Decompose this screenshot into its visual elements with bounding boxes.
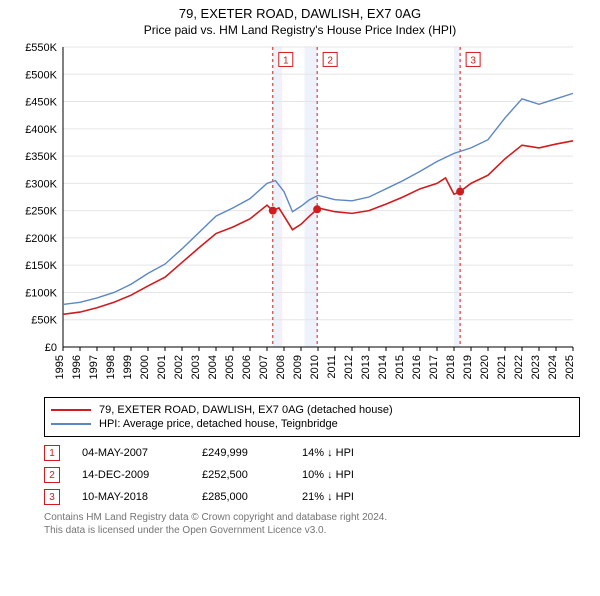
event-date: 04-MAY-2007 xyxy=(82,447,202,459)
svg-text:2018: 2018 xyxy=(445,355,457,379)
svg-text:2020: 2020 xyxy=(479,355,491,379)
event-price: £249,999 xyxy=(202,447,302,459)
legend-row: HPI: Average price, detached house, Teig… xyxy=(51,418,573,430)
footer-line-2: This data is licensed under the Open Gov… xyxy=(44,524,580,537)
svg-text:2010: 2010 xyxy=(309,355,321,379)
svg-text:2017: 2017 xyxy=(428,355,440,379)
svg-text:2007: 2007 xyxy=(258,355,270,379)
svg-text:£50K: £50K xyxy=(31,315,57,327)
svg-text:2008: 2008 xyxy=(275,355,287,379)
event-price: £285,000 xyxy=(202,491,302,503)
svg-text:2009: 2009 xyxy=(292,355,304,379)
svg-text:2002: 2002 xyxy=(173,355,185,379)
svg-text:2001: 2001 xyxy=(156,355,168,379)
legend-box: 79, EXETER ROAD, DAWLISH, EX7 0AG (detac… xyxy=(44,397,580,437)
event-date: 10-MAY-2018 xyxy=(82,491,202,503)
event-diff: 10% ↓ HPI xyxy=(302,469,422,481)
event-marker: 2 xyxy=(44,467,60,483)
svg-text:£350K: £350K xyxy=(25,151,57,163)
footer-text: Contains HM Land Registry data © Crown c… xyxy=(44,511,580,537)
event-diff: 21% ↓ HPI xyxy=(302,491,422,503)
svg-text:2012: 2012 xyxy=(343,355,355,379)
events-table: 1 04-MAY-2007£249,99914% ↓ HPI 2 14-DEC-200… xyxy=(44,445,580,505)
svg-text:£500K: £500K xyxy=(25,69,57,81)
page-title: 79, EXETER ROAD, DAWLISH, EX7 0AG xyxy=(0,6,600,21)
svg-text:2021: 2021 xyxy=(496,355,508,379)
event-row: 1 04-MAY-2007£249,99914% ↓ HPI xyxy=(44,445,580,461)
svg-text:£150K: £150K xyxy=(25,260,57,272)
legend-swatch xyxy=(51,423,91,425)
svg-text:2023: 2023 xyxy=(530,355,542,379)
svg-text:£250K: £250K xyxy=(25,206,57,218)
event-price: £252,500 xyxy=(202,469,302,481)
event-row: 2 14-DEC-2009£252,50010% ↓ HPI xyxy=(44,467,580,483)
svg-text:2: 2 xyxy=(327,55,333,66)
svg-text:£200K: £200K xyxy=(25,233,57,245)
legend-label: HPI: Average price, detached house, Teig… xyxy=(99,418,338,430)
legend-label: 79, EXETER ROAD, DAWLISH, EX7 0AG (detac… xyxy=(99,404,393,416)
chart-container: £0 £50K £100K £150K £200K £250K £300K £350K £400… xyxy=(15,41,585,391)
svg-text:1996: 1996 xyxy=(71,355,83,379)
legend-swatch xyxy=(51,409,91,411)
price-chart: £0 £50K £100K £150K £200K £250K £300K £350K £400… xyxy=(15,41,585,391)
event-date: 14-DEC-2009 xyxy=(82,469,202,481)
svg-text:2005: 2005 xyxy=(224,355,236,379)
legend-row: 79, EXETER ROAD, DAWLISH, EX7 0AG (detac… xyxy=(51,404,573,416)
svg-text:£100K: £100K xyxy=(25,287,57,299)
svg-text:£300K: £300K xyxy=(25,178,57,190)
svg-text:2025: 2025 xyxy=(564,355,576,379)
svg-text:£550K: £550K xyxy=(25,42,57,54)
svg-text:1999: 1999 xyxy=(122,355,134,379)
svg-text:2013: 2013 xyxy=(360,355,372,379)
event-diff: 14% ↓ HPI xyxy=(302,447,422,459)
svg-text:2003: 2003 xyxy=(190,355,202,379)
event-marker: 1 xyxy=(44,445,60,461)
svg-text:£400K: £400K xyxy=(25,124,57,136)
svg-text:2024: 2024 xyxy=(547,355,559,379)
svg-text:£450K: £450K xyxy=(25,97,57,109)
svg-text:1997: 1997 xyxy=(88,355,100,379)
svg-text:2022: 2022 xyxy=(513,355,525,379)
svg-text:2000: 2000 xyxy=(139,355,151,379)
footer-line-1: Contains HM Land Registry data © Crown c… xyxy=(44,511,580,524)
page-subtitle: Price paid vs. HM Land Registry's House … xyxy=(0,23,600,37)
svg-text:1: 1 xyxy=(283,55,289,66)
svg-text:£0: £0 xyxy=(45,342,57,354)
svg-text:3: 3 xyxy=(470,55,476,66)
event-marker: 3 xyxy=(44,489,60,505)
svg-text:2004: 2004 xyxy=(207,355,219,379)
svg-text:2016: 2016 xyxy=(411,355,423,379)
svg-text:1995: 1995 xyxy=(54,355,66,379)
svg-text:2011: 2011 xyxy=(326,355,338,379)
svg-text:2006: 2006 xyxy=(241,355,253,379)
svg-text:1998: 1998 xyxy=(105,355,117,379)
svg-text:2015: 2015 xyxy=(394,355,406,379)
svg-text:2019: 2019 xyxy=(462,355,474,379)
event-row: 3 10-MAY-2018£285,00021% ↓ HPI xyxy=(44,489,580,505)
svg-text:2014: 2014 xyxy=(377,355,389,379)
